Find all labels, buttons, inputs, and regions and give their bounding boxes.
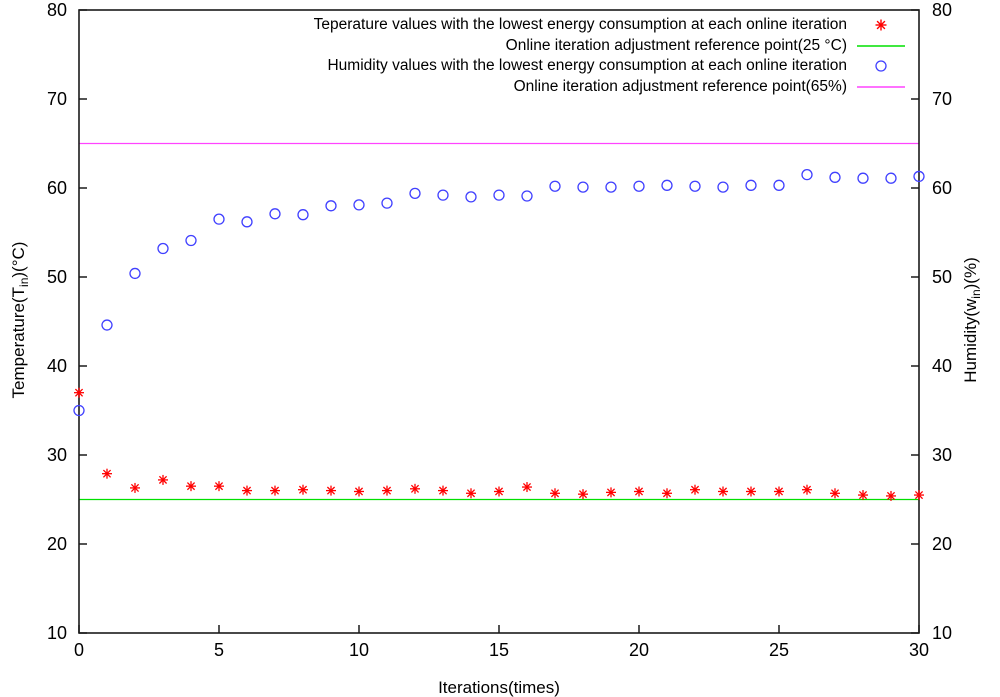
svg-text:80: 80 — [932, 0, 952, 20]
svg-text:20: 20 — [47, 534, 67, 554]
green-line-icon — [855, 38, 907, 54]
svg-text:30: 30 — [909, 640, 929, 660]
legend-entry-humidity: Humidity values with the lowest energy c… — [79, 56, 907, 77]
svg-text:60: 60 — [932, 178, 952, 198]
svg-text:50: 50 — [932, 267, 952, 287]
svg-text:70: 70 — [932, 89, 952, 109]
y-axis-label-right: Humidity(win)(%) — [960, 257, 984, 383]
magenta-line-icon — [855, 79, 907, 95]
svg-text:5: 5 — [214, 640, 224, 660]
svg-text:15: 15 — [489, 640, 509, 660]
y-axis-label-left: Temperature(Tin)(°C) — [8, 241, 32, 399]
legend-entry-humidity-reference: Online iteration adjustment reference po… — [79, 77, 907, 98]
svg-text:40: 40 — [932, 356, 952, 376]
svg-text:0: 0 — [74, 640, 84, 660]
svg-text:30: 30 — [932, 445, 952, 465]
svg-text:50: 50 — [47, 267, 67, 287]
svg-text:25: 25 — [769, 640, 789, 660]
svg-text:70: 70 — [47, 89, 67, 109]
legend-entry-temperature: Teperature values with the lowest energy… — [79, 15, 907, 36]
legend-label-temp-reference: Online iteration adjustment reference po… — [505, 36, 847, 54]
svg-text:30: 30 — [47, 445, 67, 465]
legend-entry-temp-reference: Online iteration adjustment reference po… — [79, 36, 907, 57]
svg-text:40: 40 — [47, 356, 67, 376]
circle-marker-icon — [855, 58, 907, 74]
asterisk-marker-icon — [855, 17, 907, 33]
x-axis-label: Iterations(times) — [438, 678, 560, 697]
legend: Teperature values with the lowest energy… — [79, 15, 907, 97]
legend-label-humidity-reference: Online iteration adjustment reference po… — [513, 77, 847, 95]
legend-label-temperature: Teperature values with the lowest energy… — [313, 16, 847, 34]
svg-text:10: 10 — [932, 623, 952, 643]
svg-text:20: 20 — [629, 640, 649, 660]
svg-text:60: 60 — [47, 178, 67, 198]
svg-text:20: 20 — [932, 534, 952, 554]
legend-label-humidity: Humidity values with the lowest energy c… — [327, 57, 847, 75]
svg-text:80: 80 — [47, 0, 67, 20]
svg-text:10: 10 — [47, 623, 67, 643]
svg-text:10: 10 — [349, 640, 369, 660]
